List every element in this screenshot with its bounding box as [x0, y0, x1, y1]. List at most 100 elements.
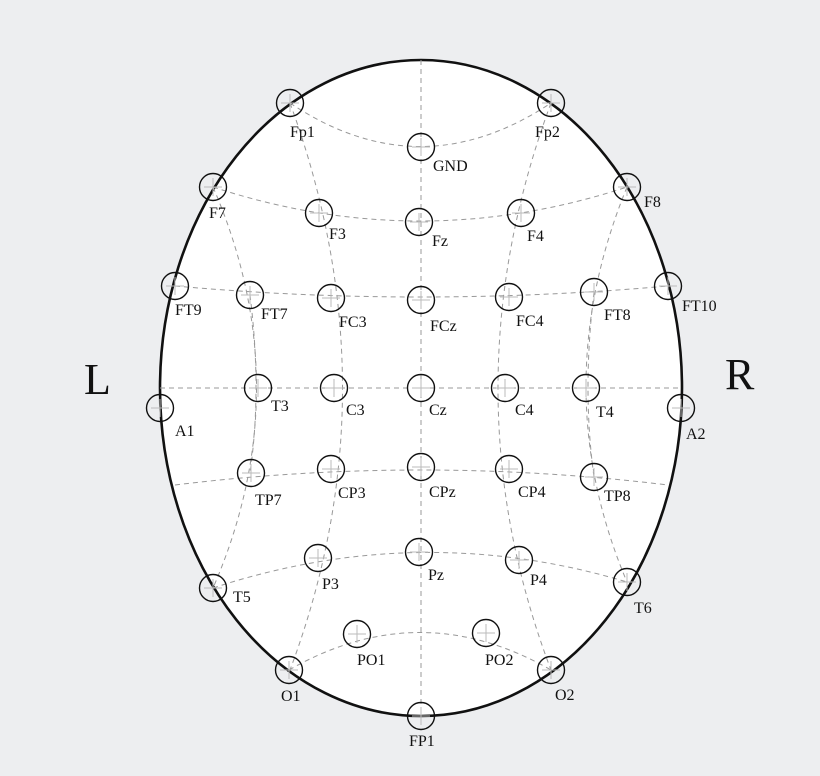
- electrode-tp7: TP7: [236, 458, 282, 509]
- electrode-fcz: FCz: [406, 285, 457, 335]
- electrode-label: F8: [644, 194, 661, 211]
- electrode-fp1: Fp1: [275, 88, 315, 141]
- electrode-ft10: FT10: [653, 271, 717, 315]
- electrode-label: TP8: [604, 488, 631, 505]
- grid-arc-o: [288, 632, 552, 671]
- electrode-po2: PO2: [471, 618, 513, 669]
- electrode-label: GND: [433, 158, 468, 175]
- electrode-circle: [236, 458, 266, 488]
- electrode-circle: [506, 198, 536, 228]
- electrode-circle: [406, 452, 436, 482]
- grid-arc-p: [212, 551, 628, 589]
- electrode-fpz_bottom: FP1: [406, 701, 436, 750]
- electrode-label: F7: [209, 205, 226, 222]
- electrode-circle: [274, 655, 304, 685]
- electrode-label: CP4: [518, 484, 546, 501]
- electrode-circle: [579, 462, 609, 492]
- electrode-circle: [406, 373, 436, 403]
- grid-curve-l2: [212, 186, 257, 589]
- electrode-label: CPz: [429, 484, 456, 501]
- electrode-circle: [342, 619, 372, 649]
- electrode-circle: [612, 172, 642, 202]
- electrode-circle: [536, 88, 566, 118]
- electrode-label: P4: [530, 572, 547, 589]
- electrode-label: T3: [271, 398, 289, 415]
- electrode-circle: [494, 454, 524, 484]
- electrode-label: Fp2: [535, 124, 560, 141]
- electrode-circle: [666, 393, 696, 423]
- electrode-label: FT8: [604, 307, 631, 324]
- grid-curve-l3: [249, 294, 257, 474]
- electrode-label: A1: [175, 423, 195, 440]
- electrode-label: Pz: [428, 567, 444, 584]
- electrode-circle: [406, 132, 436, 162]
- electrode-gnd: GND: [406, 132, 468, 175]
- electrode-f3: F3: [304, 198, 346, 243]
- electrode-circle: [303, 543, 333, 573]
- electrode-label: O1: [281, 688, 301, 705]
- electrode-fz: Fz: [404, 207, 448, 250]
- electrode-circle: [316, 454, 346, 484]
- electrode-circle: [235, 280, 265, 310]
- right-side-label: R: [725, 350, 755, 399]
- electrode-label: FC3: [339, 314, 367, 331]
- electrode-cz: Cz: [406, 373, 447, 419]
- grid-curve-r3: [587, 291, 595, 478]
- electrode-f4: F4: [506, 198, 544, 245]
- electrode-label: FCz: [430, 318, 457, 335]
- electrode-fp2: Fp2: [535, 88, 566, 141]
- electrode-tp8: TP8: [579, 462, 631, 505]
- electrode-fc4: FC4: [494, 282, 544, 330]
- electrode-label: Cz: [429, 402, 447, 419]
- electrode-circle: [160, 271, 190, 301]
- electrode-ft8: FT8: [579, 277, 631, 324]
- electrode-po1: PO1: [342, 619, 385, 669]
- electrode-circle: [571, 373, 601, 403]
- electrode-p4: P4: [504, 545, 547, 589]
- electrode-circle: [579, 277, 609, 307]
- electrode-circle: [275, 88, 305, 118]
- electrode-circle: [612, 567, 642, 597]
- electrode-label: FT10: [682, 298, 717, 315]
- electrode-circle: [319, 373, 349, 403]
- electrode-label: T6: [634, 600, 652, 617]
- electrode-circle: [471, 618, 501, 648]
- electrode-p3: P3: [303, 543, 339, 593]
- electrode-label: FT9: [175, 302, 202, 319]
- electrode-label: F3: [329, 226, 346, 243]
- electrode-f7: F7: [198, 172, 228, 222]
- electrode-label: C4: [515, 402, 534, 419]
- electrode-circle: [316, 283, 346, 313]
- electrode-circle: [653, 271, 683, 301]
- electrode-label: FP1: [409, 733, 435, 750]
- electrode-label: P3: [322, 576, 339, 593]
- electrode-circle: [243, 373, 273, 403]
- electrode-label: PO1: [357, 652, 385, 669]
- electrode-label: A2: [686, 426, 706, 443]
- electrode-f8: F8: [612, 172, 661, 211]
- electrode-pz: Pz: [404, 537, 444, 584]
- electrode-t4: T4: [571, 373, 614, 421]
- grid-curve-r2: [585, 186, 628, 583]
- electrode-o1: O1: [274, 655, 304, 705]
- electrode-label: T4: [596, 404, 614, 421]
- electrode-circle: [406, 701, 436, 731]
- electrode-label: TP7: [255, 492, 282, 509]
- electrode-o2: O2: [536, 655, 575, 704]
- electrode-cp3: CP3: [316, 454, 366, 502]
- electrode-t6: T6: [612, 567, 652, 617]
- electrode-circle: [404, 537, 434, 567]
- electrode-ft7: FT7: [235, 280, 288, 323]
- electrode-circle: [404, 207, 434, 237]
- electrode-t5: T5: [198, 573, 251, 606]
- electrode-c3: C3: [319, 373, 365, 419]
- electrode-label: O2: [555, 687, 575, 704]
- electrode-label: Fz: [432, 233, 448, 250]
- electrode-circle: [494, 282, 524, 312]
- electrode-circle: [490, 373, 520, 403]
- electrode-circle: [198, 172, 228, 202]
- electrode-circle: [504, 545, 534, 575]
- electrode-circle: [145, 393, 175, 423]
